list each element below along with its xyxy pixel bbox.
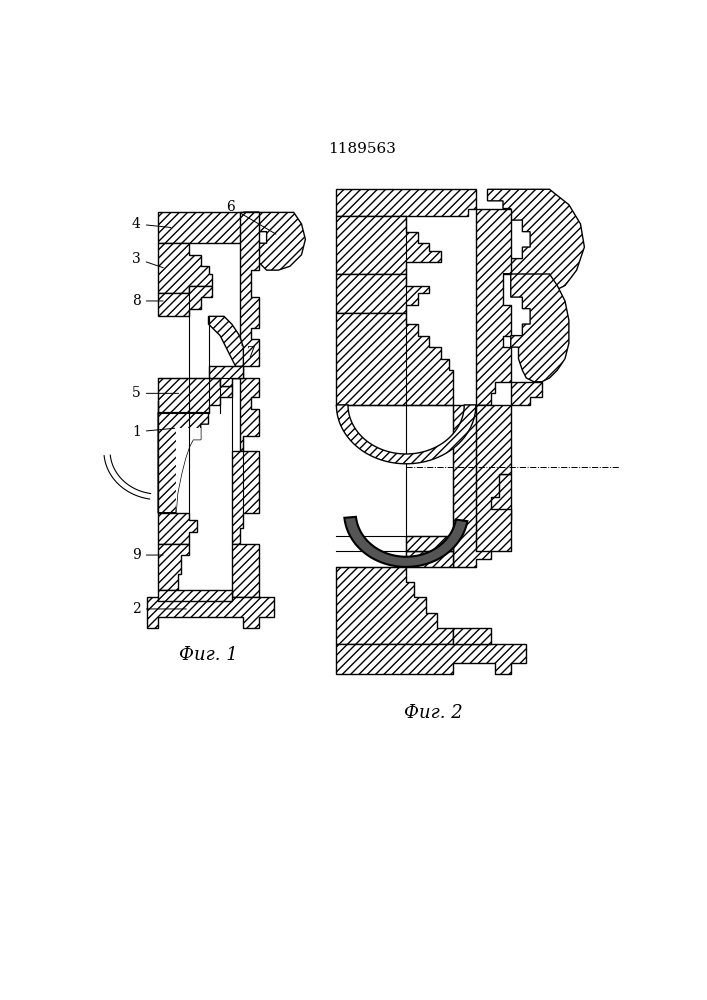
Polygon shape: [240, 212, 259, 378]
Polygon shape: [503, 274, 569, 382]
Text: 1189563: 1189563: [328, 142, 396, 156]
Polygon shape: [337, 312, 452, 405]
Text: 2: 2: [132, 602, 187, 616]
Polygon shape: [158, 590, 232, 601]
Polygon shape: [337, 189, 476, 216]
Polygon shape: [406, 536, 452, 551]
Polygon shape: [158, 212, 259, 243]
Polygon shape: [337, 405, 476, 464]
Text: 4: 4: [132, 217, 171, 231]
Polygon shape: [243, 212, 305, 270]
Polygon shape: [158, 243, 212, 293]
Polygon shape: [158, 544, 189, 590]
Polygon shape: [452, 405, 510, 567]
Polygon shape: [232, 451, 259, 544]
Polygon shape: [510, 382, 542, 405]
Polygon shape: [158, 413, 209, 513]
Polygon shape: [337, 216, 441, 274]
Polygon shape: [476, 405, 510, 551]
Text: Фиг. 1: Фиг. 1: [179, 646, 238, 664]
Text: 8: 8: [132, 294, 163, 308]
Polygon shape: [209, 316, 243, 366]
Text: 5: 5: [132, 386, 179, 400]
Polygon shape: [158, 378, 232, 413]
Polygon shape: [406, 551, 452, 567]
Polygon shape: [146, 597, 274, 628]
Text: 1: 1: [132, 425, 175, 439]
Polygon shape: [452, 628, 491, 644]
Polygon shape: [337, 644, 526, 674]
Text: 7: 7: [242, 345, 255, 360]
Polygon shape: [337, 274, 429, 312]
Polygon shape: [344, 517, 467, 567]
Polygon shape: [158, 513, 197, 544]
Polygon shape: [158, 286, 212, 316]
Polygon shape: [232, 378, 259, 451]
Polygon shape: [232, 544, 259, 597]
Text: 6: 6: [226, 200, 276, 234]
Polygon shape: [176, 428, 201, 513]
Polygon shape: [476, 209, 510, 405]
Polygon shape: [488, 189, 585, 297]
Text: 3: 3: [132, 252, 163, 268]
Polygon shape: [209, 366, 243, 386]
Polygon shape: [337, 567, 452, 644]
Text: 9: 9: [132, 548, 163, 562]
Text: Фиг. 2: Фиг. 2: [404, 704, 462, 722]
